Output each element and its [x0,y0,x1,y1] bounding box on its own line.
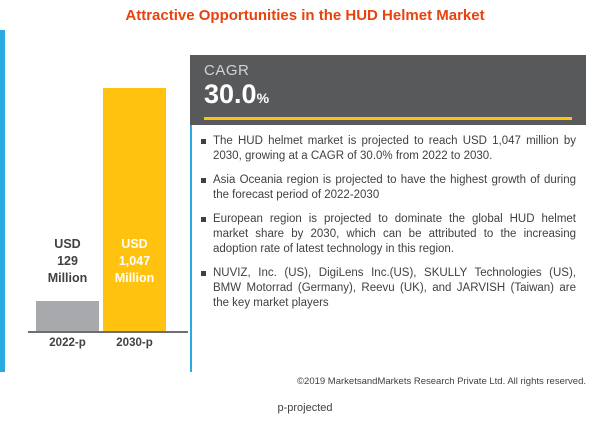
cagr-panel: CAGR 30.0% [190,55,586,125]
square-bullet-icon [201,217,206,222]
bullet-list: The HUD helmet market is projected to re… [190,125,586,372]
page-title: Attractive Opportunities in the HUD Helm… [125,7,485,24]
bar-2022 [36,301,99,331]
x-label-2030: 2030-p [116,337,153,349]
square-bullet-icon [201,271,206,276]
cagr-label: CAGR [204,62,250,79]
copyright-text: ©2019 MarketsandMarkets Research Private… [297,376,586,387]
list-item: Asia Oceania region is projected to have… [201,173,576,203]
x-label-2022: 2022-p [49,337,86,349]
projected-note: p-projected [277,402,333,414]
bullet-text: Asia Oceania region is projected to have… [213,174,576,201]
bullet-text: European region is projected to dominate… [213,213,576,255]
left-accent-bar [0,30,5,372]
cagr-underline [204,117,572,120]
x-axis-line [28,331,188,333]
list-item: European region is projected to dominate… [201,212,576,257]
bullet-text: NUVIZ, Inc. (US), DigiLens Inc.(US), SKU… [213,267,576,309]
list-item: The HUD helmet market is projected to re… [201,134,576,164]
square-bullet-icon [201,139,206,144]
bar-value-label-2030: USD 1,047 Million [114,237,155,285]
cagr-value: 30.0% [204,79,572,114]
square-bullet-icon [201,178,206,183]
list-item: NUVIZ, Inc. (US), DigiLens Inc.(US), SKU… [201,266,576,311]
bar-value-label-2022: USD 129 Million [47,237,88,285]
cagr-number: 30.0 [204,79,257,109]
cagr-percent-sign: % [256,90,270,106]
bullet-text: The HUD helmet market is projected to re… [213,135,576,162]
bar-2030 [103,88,166,331]
